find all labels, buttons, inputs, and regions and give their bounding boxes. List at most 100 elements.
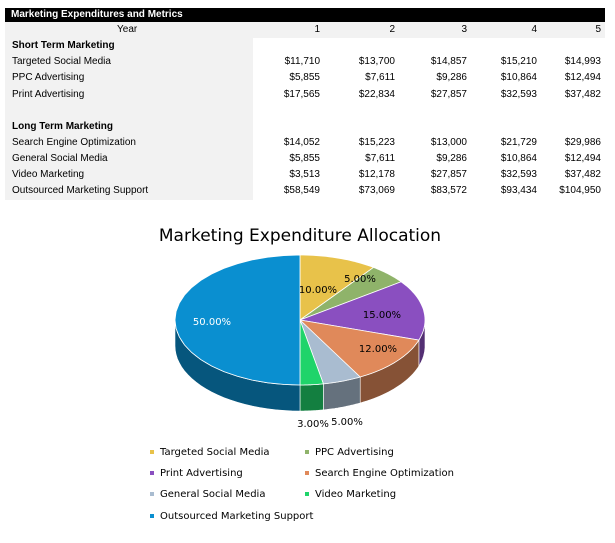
row-label: PPC Advertising bbox=[12, 72, 85, 83]
row-label: Outsourced Marketing Support bbox=[12, 185, 149, 196]
pie-slice-targeted-social-media bbox=[299, 254, 375, 321]
legend-item: Video Marketing bbox=[305, 488, 396, 502]
cell-value: $83,572 bbox=[430, 185, 467, 196]
row-label: Print Advertising bbox=[12, 89, 85, 100]
legend-marker bbox=[150, 450, 154, 454]
table-title: Marketing Expenditures and Metrics bbox=[5, 8, 605, 22]
legend-item: Targeted Social Media bbox=[150, 446, 269, 460]
cell-value: $10,864 bbox=[500, 153, 537, 164]
cell-value: $32,593 bbox=[500, 169, 537, 180]
legend-item: General Social Media bbox=[150, 488, 265, 502]
pie-slice-outsourced-marketing-support bbox=[174, 254, 301, 386]
cell-value: $10,864 bbox=[500, 72, 537, 83]
row-label: Short Term Marketing bbox=[12, 40, 115, 51]
legend-marker bbox=[150, 514, 154, 518]
cell-value: $104,950 bbox=[559, 185, 601, 196]
cell-value: $93,434 bbox=[500, 185, 537, 196]
section-heading: Long Term Marketing bbox=[5, 119, 605, 135]
cell-value: $27,857 bbox=[430, 89, 467, 100]
row-label: Long Term Marketing bbox=[12, 121, 113, 132]
table-row: Outsourced Marketing Support $58,549 $73,0… bbox=[5, 183, 605, 199]
cell-value: $15,223 bbox=[358, 137, 395, 148]
cell-value: $27,857 bbox=[430, 169, 467, 180]
cell-value: $58,549 bbox=[283, 185, 320, 196]
legend-label: General Social Media bbox=[160, 489, 266, 500]
cell-value: $14,857 bbox=[430, 56, 467, 67]
cell-value: 1 bbox=[314, 24, 320, 35]
pie-slice-print-advertising bbox=[298, 281, 426, 341]
legend-label: PPC Advertising bbox=[315, 447, 394, 458]
pie-slice-ppc-advertising bbox=[299, 266, 402, 321]
table-row: Targeted Social Media $11,710 $13,700 $14,8… bbox=[5, 54, 605, 70]
legend-label: Search Engine Optimization bbox=[315, 468, 454, 479]
row-label: Year bbox=[117, 24, 138, 35]
cell-value: $73,069 bbox=[358, 185, 395, 196]
cell-value: $13,000 bbox=[430, 137, 467, 148]
table-row: Video Marketing $3,513 $12,178 $27,857 $32,5… bbox=[5, 167, 605, 183]
pie-slice-video-marketing bbox=[299, 319, 324, 386]
table-row: Print Advertising $17,565 $22,834 $27,857 $3… bbox=[5, 87, 605, 103]
legend-item: Search Engine Optimization bbox=[305, 467, 454, 481]
cell-value: 3 bbox=[461, 24, 467, 35]
legend-label: Print Advertising bbox=[160, 468, 243, 479]
cell-value: $5,855 bbox=[289, 153, 320, 164]
cell-value: $5,855 bbox=[289, 72, 320, 83]
table-row: Search Engine Optimization $14,052 $15,223… bbox=[5, 135, 605, 151]
pie-data-label: 5.00% bbox=[344, 274, 376, 285]
legend-label: Outsourced Marketing Support bbox=[160, 511, 314, 522]
cell-value: $37,482 bbox=[564, 169, 601, 180]
cell-value: $21,729 bbox=[500, 137, 537, 148]
chart-title: Marketing Expenditure Allocation bbox=[158, 226, 442, 246]
label-column-background bbox=[5, 22, 253, 200]
pie-data-label: 50.00% bbox=[193, 317, 231, 328]
cell-value: $13,700 bbox=[358, 56, 395, 67]
section-heading: Short Term Marketing bbox=[5, 38, 605, 54]
cell-value: $14,993 bbox=[564, 56, 601, 67]
year-row-background bbox=[253, 22, 605, 38]
legend-item: PPC Advertising bbox=[305, 446, 394, 460]
legend-marker bbox=[305, 492, 309, 496]
row-label: Video Marketing bbox=[12, 169, 85, 180]
legend-item: Print Advertising bbox=[150, 467, 243, 481]
cell-value: $17,565 bbox=[283, 89, 320, 100]
table-row: PPC Advertising $5,855 $7,611 $9,286 $10,864… bbox=[5, 70, 605, 86]
cell-value: $11,710 bbox=[284, 56, 320, 67]
table-row: General Social Media $5,855 $7,611 $9,286 $1… bbox=[5, 151, 605, 167]
pie-data-label: 12.00% bbox=[359, 344, 397, 355]
legend-marker bbox=[305, 450, 309, 454]
cell-value: $12,178 bbox=[358, 169, 395, 180]
legend-item: Outsourced Marketing Support bbox=[150, 510, 313, 524]
cell-value: 2 bbox=[389, 24, 395, 35]
legend-marker bbox=[305, 471, 309, 475]
year-header-row: Year 1 2 3 4 5 bbox=[5, 22, 605, 38]
row-label: General Social Media bbox=[12, 153, 108, 164]
cell-value: $12,494 bbox=[564, 72, 601, 83]
cell-value: $15,210 bbox=[500, 56, 537, 67]
pie-slice-search-engine-optimization bbox=[298, 319, 420, 378]
cell-value: 5 bbox=[595, 24, 601, 35]
legend-label: Targeted Social Media bbox=[160, 447, 270, 458]
pie-slice-side bbox=[299, 383, 324, 412]
legend-label: Video Marketing bbox=[315, 489, 397, 500]
row-label: Targeted Social Media bbox=[12, 56, 111, 67]
cell-value: 4 bbox=[531, 24, 537, 35]
legend-marker bbox=[150, 471, 154, 475]
pie-data-label: 10.00% bbox=[299, 285, 337, 296]
cell-value: $37,482 bbox=[564, 89, 601, 100]
pie-data-label: 3.00% bbox=[297, 419, 329, 430]
cell-value: $7,611 bbox=[365, 153, 395, 164]
pie-slice-general-social-media bbox=[299, 319, 361, 385]
pie-data-label: 5.00% bbox=[331, 417, 363, 428]
cell-value: $7,611 bbox=[365, 72, 395, 83]
legend-marker bbox=[150, 492, 154, 496]
cell-value: $9,286 bbox=[436, 153, 467, 164]
cell-value: $3,513 bbox=[289, 169, 320, 180]
cell-value: $12,494 bbox=[564, 153, 601, 164]
cell-value: $32,593 bbox=[500, 89, 537, 100]
cell-value: $29,986 bbox=[564, 137, 601, 148]
cell-value: $22,834 bbox=[358, 89, 395, 100]
pie-data-label: 15.00% bbox=[363, 310, 401, 321]
row-label: Search Engine Optimization bbox=[12, 137, 136, 148]
cell-value: $14,052 bbox=[283, 137, 320, 148]
